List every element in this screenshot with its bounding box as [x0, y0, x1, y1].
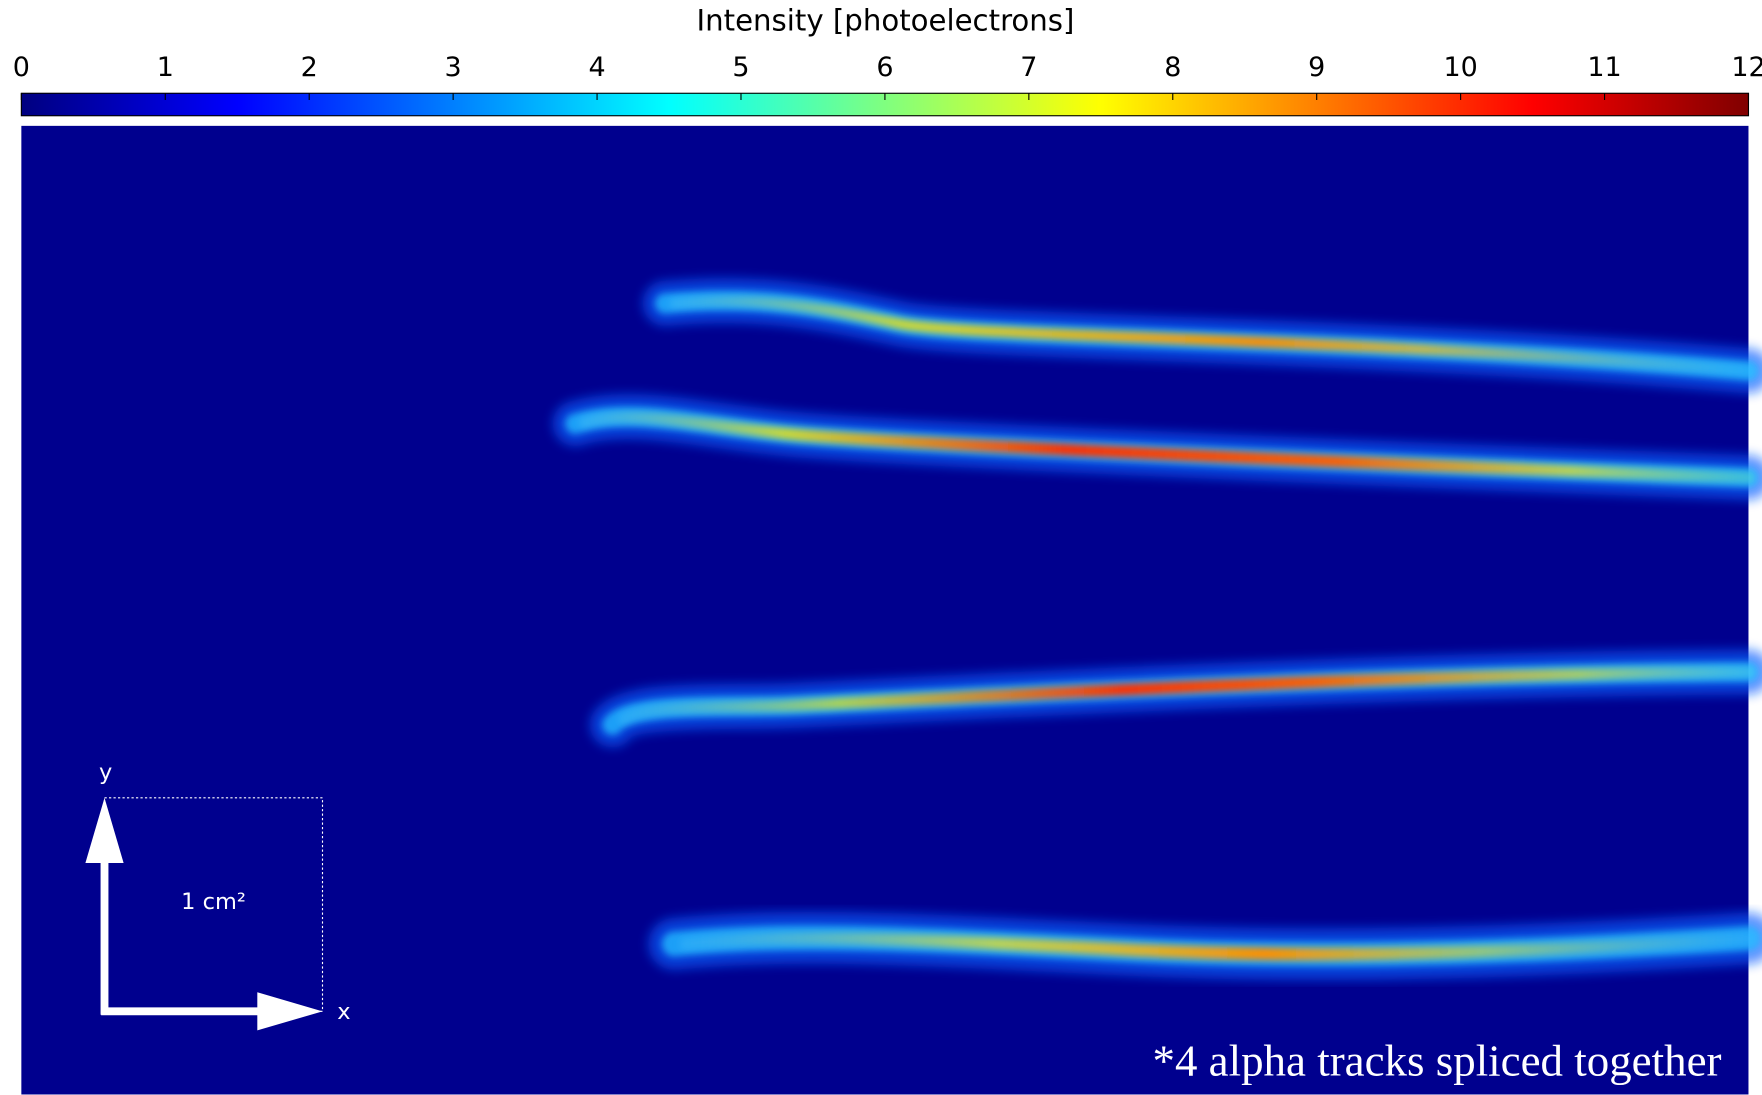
- chart: Intensity [photoelectrons] 0123456789101…: [0, 0, 1762, 1095]
- colorbar-tick-label: 12: [1731, 52, 1762, 83]
- colorbar-tick-label: 11: [1587, 52, 1621, 83]
- colorbar-tick-label: 2: [301, 52, 318, 83]
- colorbar-tick-label: 3: [445, 52, 462, 83]
- x-label: x: [337, 999, 350, 1025]
- y-label: y: [99, 760, 112, 786]
- colorbar-tick-label: 1: [157, 52, 174, 83]
- colorbar-title: Intensity [photoelectrons]: [697, 3, 1075, 37]
- colorbar-tick-label: 7: [1020, 52, 1037, 83]
- colorbar-tick-label: 8: [1164, 52, 1181, 83]
- page: {"chart_data": {"type": "image", "title"…: [0, 0, 1762, 1095]
- colorbar-tick-label: 4: [588, 52, 605, 83]
- colorbar-tick-label: 9: [1308, 52, 1325, 83]
- area-label: 1 cm²: [181, 889, 246, 915]
- colorbar-tick-label: 5: [732, 52, 749, 83]
- track: [674, 938, 1748, 954]
- colorbar-tick-label: 10: [1443, 52, 1477, 83]
- annotation: *4 alpha tracks spliced together: [1152, 1036, 1721, 1086]
- colorbar-tick-label: 6: [876, 52, 893, 83]
- colorbar-tick-label: 0: [13, 52, 30, 83]
